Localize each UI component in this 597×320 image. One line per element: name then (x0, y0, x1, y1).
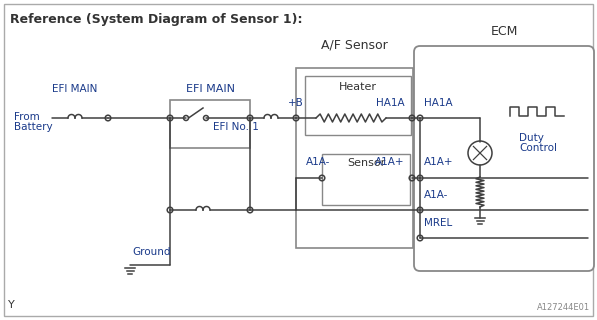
Text: EFI MAIN: EFI MAIN (186, 84, 235, 94)
Bar (322, 154, 410, 205)
FancyBboxPatch shape (414, 46, 594, 271)
Bar (170, 100, 250, 148)
Text: Heater: Heater (339, 82, 377, 92)
Text: MREL: MREL (424, 218, 453, 228)
Text: ECM: ECM (490, 25, 518, 38)
Text: EFI MAIN: EFI MAIN (53, 84, 98, 94)
Text: A1A-: A1A- (424, 190, 448, 200)
Text: Reference (System Diagram of Sensor 1):: Reference (System Diagram of Sensor 1): (10, 13, 303, 26)
Text: A/F Sensor: A/F Sensor (321, 39, 387, 52)
Text: Battery: Battery (14, 122, 53, 132)
FancyBboxPatch shape (4, 4, 593, 316)
Text: HA1A: HA1A (376, 98, 404, 108)
Bar (296, 68, 413, 248)
Text: Control: Control (519, 143, 557, 153)
Text: +B: +B (288, 98, 304, 108)
Text: EFI No. 1: EFI No. 1 (213, 122, 259, 132)
Text: Y: Y (8, 300, 15, 310)
Text: A1A+: A1A+ (376, 157, 405, 167)
Text: Duty: Duty (519, 133, 544, 143)
Text: Sensor: Sensor (347, 158, 385, 168)
Text: From: From (14, 112, 40, 122)
Text: A127244E01: A127244E01 (537, 303, 590, 312)
Text: A1A+: A1A+ (424, 157, 454, 167)
Text: A1A-: A1A- (306, 157, 330, 167)
Text: HA1A: HA1A (424, 98, 453, 108)
Text: Ground: Ground (132, 247, 171, 257)
Bar (305, 76, 411, 135)
